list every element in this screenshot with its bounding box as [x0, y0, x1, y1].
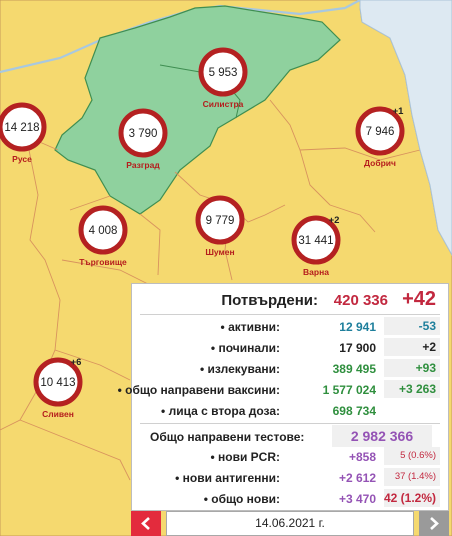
recovered-label: • излекувани: [199, 362, 280, 376]
deaths-row: • починали: 17 900 +2 [132, 338, 448, 358]
antigen-delta: 37 (1.4%) [384, 468, 440, 486]
region-marker-3[interactable]: 7 946 Добрич +1 [355, 106, 405, 168]
recovered-row: • излекувани: 389 495 +93 [132, 359, 448, 379]
region-cases: 9 779 [206, 215, 235, 227]
region-bubble [195, 195, 245, 245]
antigen-value: +2 612 [338, 471, 376, 485]
region-bubble [0, 102, 47, 152]
total-new-label: • общо нови: [203, 492, 280, 506]
stats-panel: Потвърдени: 420 336 +42 • активни: 12 94… [118, 283, 449, 511]
vaccines-row: • общо направени ваксини: 1 577 024 +3 2… [118, 380, 448, 400]
date-navigation: 14.06.2021 г. [131, 511, 449, 536]
region-bubble [118, 108, 168, 158]
region-borders [0, 99, 421, 481]
region-delta: +6 [71, 357, 82, 368]
active-value: 12 941 [339, 320, 376, 334]
second-dose-value: 698 734 [332, 404, 376, 418]
pcr-row: • нови PCR: +858 5 (0.6%) [132, 447, 448, 467]
divider [140, 423, 440, 424]
confirmed-row: Потвърдени: 420 336 +42 [132, 284, 448, 314]
tests-label: Общо направени тестове: [150, 430, 305, 444]
region-cases: 10 413 [40, 377, 75, 389]
region-cases: 4 008 [89, 225, 118, 237]
total-new-row: • общо нови: +3 470 42 (1.2%) [132, 489, 448, 509]
region-name: Русе [12, 154, 32, 164]
active-delta: -53 [384, 317, 440, 335]
total-new-value: +3 470 [338, 492, 376, 506]
pcr-value: +858 [348, 450, 376, 464]
pcr-delta: 5 (0.6%) [384, 447, 440, 465]
region-marker-4[interactable]: 4 008 Търговище [78, 205, 128, 267]
recovered-delta: +93 [384, 359, 440, 377]
active-row: • активни: 12 941 -53 [132, 317, 448, 337]
confirmed-value: 420 336 [333, 292, 388, 309]
deaths-label: • починали: [210, 341, 280, 355]
region-cases: 3 790 [129, 128, 158, 140]
vaccines-label: • общо направени ваксини: [117, 383, 280, 397]
region-cases: 31 441 [298, 235, 333, 247]
region-name: Шумен [205, 247, 234, 257]
pcr-label: • нови PCR: [210, 450, 280, 464]
divider [140, 314, 440, 315]
vaccines-value: 1 577 024 [322, 383, 376, 397]
region-delta: +2 [329, 215, 340, 226]
active-label: • активни: [220, 320, 280, 334]
deaths-delta: +2 [384, 338, 440, 356]
region-marker-2[interactable]: 3 790 Разград [118, 108, 168, 170]
vaccines-delta: +3 263 [384, 380, 440, 398]
region-marker-1[interactable]: 14 218 Русе [0, 102, 47, 164]
black-sea [359, 0, 452, 257]
next-day-button[interactable] [419, 511, 449, 536]
confirmed-label: Потвърдени: [221, 292, 318, 309]
second-dose-label: • лица с втора доза: [161, 404, 280, 418]
chevron-right-icon [430, 517, 439, 530]
region-name: Варна [303, 267, 329, 277]
antigen-label: • нови антигенни: [175, 471, 280, 485]
prev-day-button[interactable] [131, 511, 161, 536]
region-name: Силистра [203, 99, 244, 109]
recovered-value: 389 495 [332, 362, 376, 376]
total-new-delta: 42 (1.2%) [384, 489, 440, 507]
region-name: Търговище [79, 257, 127, 267]
chevron-left-icon [141, 517, 150, 530]
region-delta: +1 [393, 106, 405, 117]
region-name: Добрич [364, 158, 396, 168]
region-name: Сливен [42, 409, 74, 419]
region-bubble [78, 205, 128, 255]
region-bubble [355, 106, 405, 156]
second-dose-row: • лица с втора доза: 698 734 [132, 401, 448, 421]
region-marker-0[interactable]: 5 953 Силистра [198, 47, 248, 109]
region-cases: 7 946 [366, 126, 395, 138]
antigen-row: • нови антигенни: +2 612 37 (1.4%) [132, 468, 448, 488]
region-name: Разград [126, 160, 160, 170]
region-marker-5[interactable]: 9 779 Шумен [195, 195, 245, 257]
region-bubble [291, 215, 341, 265]
deaths-value: 17 900 [339, 341, 376, 355]
region-silistra-razgrad-area[interactable] [54, 5, 341, 215]
tests-value: 2 982 366 [332, 425, 432, 447]
region-bubble [33, 357, 83, 407]
region-cases: 14 218 [4, 122, 39, 134]
confirmed-delta: +42 [402, 288, 436, 310]
region-bubble [198, 47, 248, 97]
region-marker-7[interactable]: 10 413 Сливен +6 [33, 357, 83, 419]
tests-row: Общо направени тестове: 2 982 366 [132, 425, 448, 449]
date-field[interactable]: 14.06.2021 г. [166, 511, 414, 536]
region-marker-6[interactable]: 31 441 Варна +2 [291, 215, 341, 277]
region-cases: 5 953 [209, 67, 238, 79]
